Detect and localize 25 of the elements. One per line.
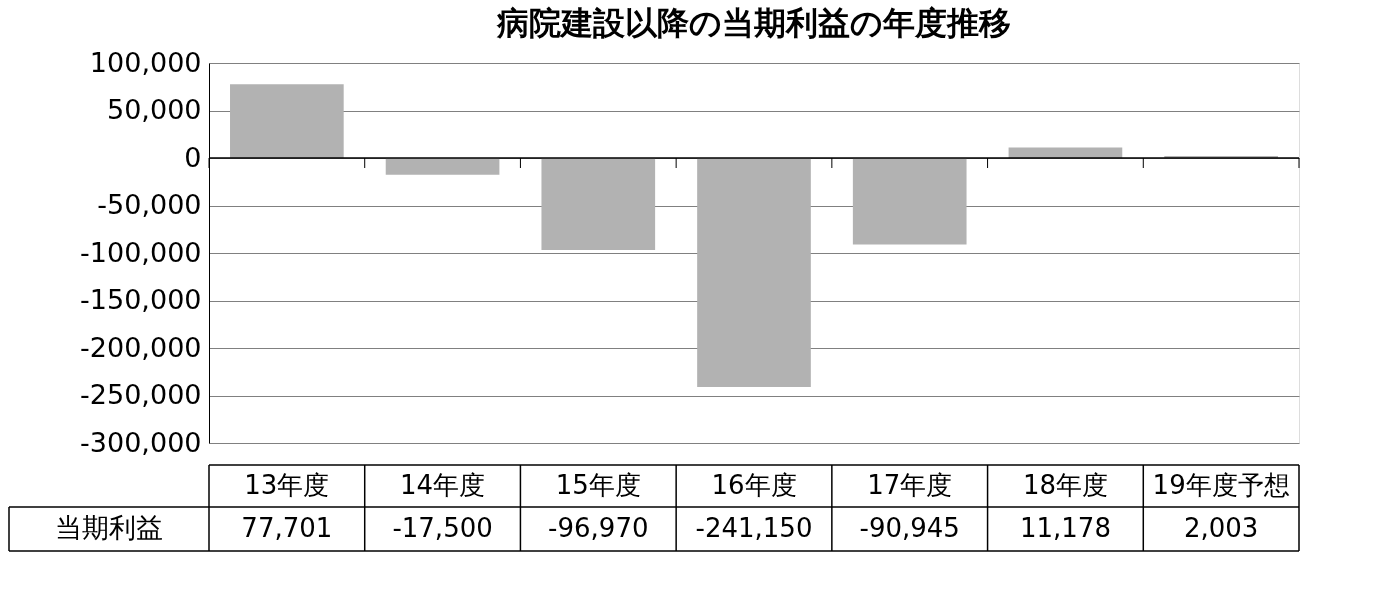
y-tick-label: -300,000 — [80, 426, 202, 458]
y-tick-label: -100,000 — [80, 236, 202, 268]
y-tick-label: -50,000 — [97, 189, 202, 220]
data-label: -17,500 — [392, 513, 493, 543]
x-tick-label: 19年度予想 — [1152, 470, 1290, 500]
y-tick-label: -200,000 — [80, 331, 202, 363]
data-label: 11,178 — [1019, 513, 1111, 543]
x-tick-label: 17年度 — [867, 470, 953, 500]
y-tick-label: 50,000 — [107, 94, 202, 125]
y-tick-label: 0 — [184, 141, 202, 173]
x-tick-label: 13年度 — [244, 470, 330, 500]
x-tick-label: 15年度 — [555, 470, 641, 500]
y-tick-label: -150,000 — [80, 284, 202, 315]
x-tick-label: 14年度 — [400, 470, 486, 500]
chart-title: 病院建設以降の当期利益の年度推移 — [496, 4, 1011, 42]
data-label: -96,970 — [548, 513, 649, 543]
data-label: -90,945 — [859, 513, 960, 543]
data-label: -241,150 — [695, 513, 813, 543]
x-tick-label: 18年度 — [1022, 470, 1108, 500]
data-label: 77,701 — [241, 513, 333, 543]
x-tick-label: 16年度 — [711, 470, 797, 500]
y-tick-label: 100,000 — [89, 46, 202, 78]
y-tick-label: -250,000 — [80, 379, 202, 410]
text: 当期利益 — [55, 512, 163, 543]
data-label: 2,003 — [1183, 513, 1259, 543]
